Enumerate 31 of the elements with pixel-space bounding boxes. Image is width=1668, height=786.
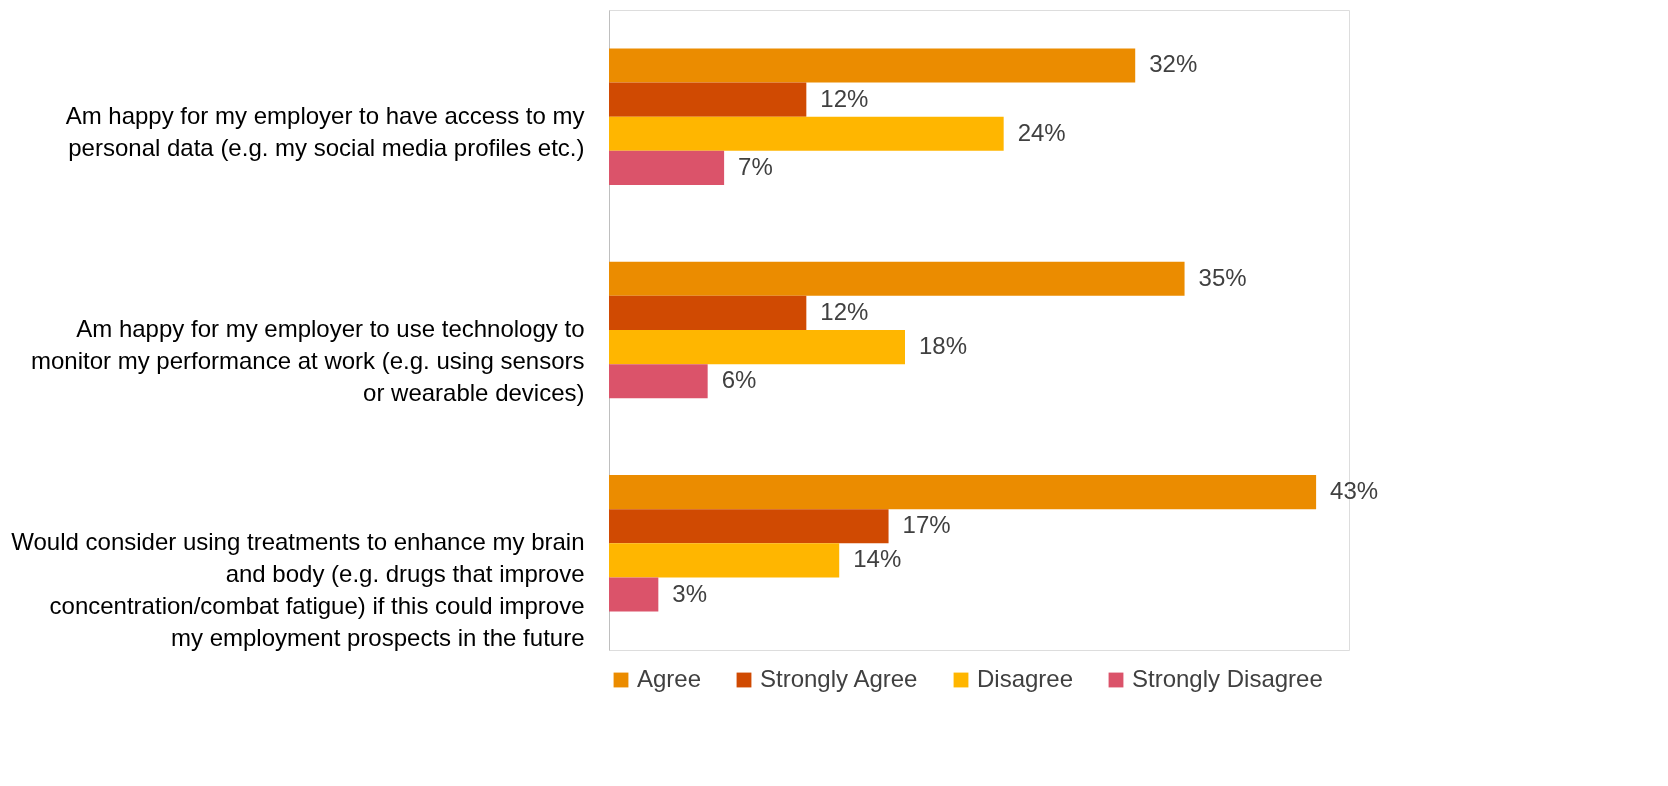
bar [609, 577, 659, 612]
data-label: 6% [721, 366, 757, 394]
data-label: 7% [738, 152, 773, 180]
bar [609, 330, 905, 365]
bar [609, 543, 840, 578]
data-label: 43% [1330, 477, 1379, 505]
data-label: 24% [1017, 118, 1066, 146]
data-label: 12% [820, 297, 869, 325]
bar [609, 364, 708, 399]
legend-label: Strongly Disagree [1132, 665, 1323, 692]
bar [609, 509, 889, 544]
data-label: 3% [672, 579, 708, 607]
bar [609, 150, 725, 185]
bar [609, 82, 807, 117]
bar [609, 261, 1185, 296]
data-label: 32% [1149, 50, 1198, 78]
legend-label: Disagree [977, 665, 1074, 692]
bar [609, 48, 1136, 83]
data-label: 35% [1198, 263, 1247, 291]
bar [609, 295, 807, 330]
bar [609, 475, 1317, 510]
legend-label: Agree [637, 665, 702, 692]
data-label: 14% [853, 545, 902, 573]
legend-label: Strongly Agree [760, 665, 918, 692]
bar [609, 116, 1004, 151]
y-tick-label: Am happy for my employer to have access to my personal data (e.g. my social media profiles etc.) [65, 101, 585, 161]
data-label: 17% [902, 511, 951, 539]
y-tick-label: Am happy for my employer to use technology to monitor my performance at work (e.g. using sensors or wearable devices) [30, 315, 585, 406]
data-label: 18% [919, 332, 968, 360]
y-tick-label: Would consider using treatments to enhance my brain and body (e.g. drugs that improve concentration/combat fatigue) if this could improve my employment prospects in the future [11, 528, 585, 652]
data-label: 12% [820, 84, 869, 112]
